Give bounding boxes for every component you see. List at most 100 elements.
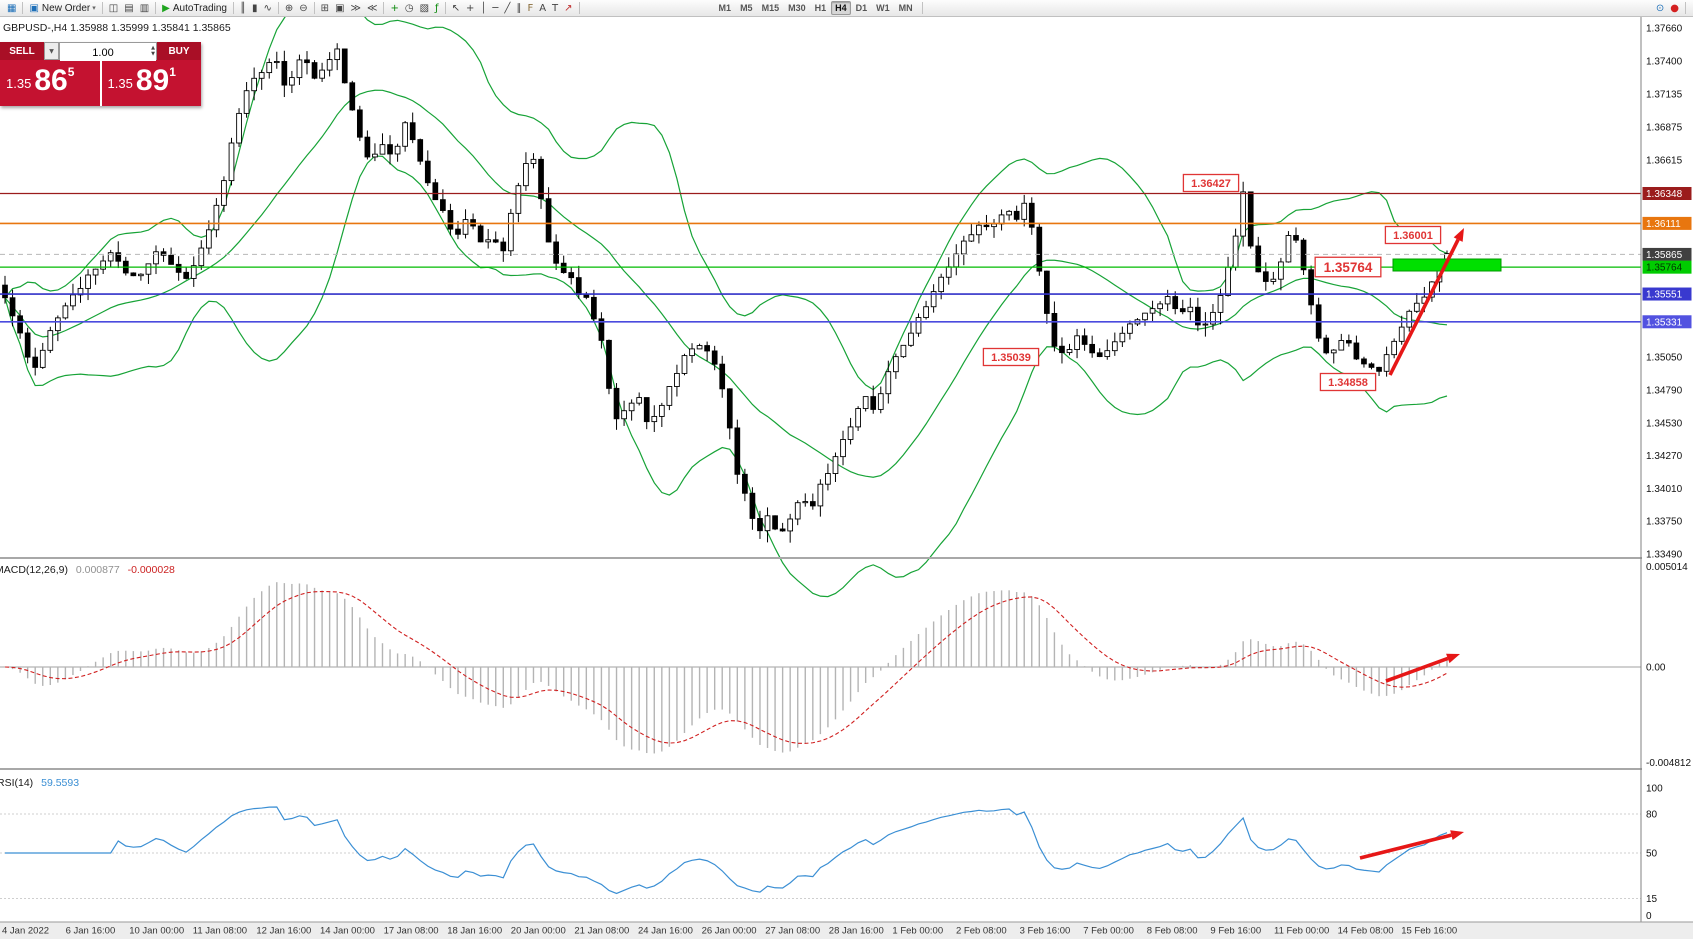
svg-text:1.35050: 1.35050 bbox=[1646, 353, 1683, 364]
bollinger-lower-band[interactable] bbox=[4, 155, 1448, 598]
timeframe-w1-button[interactable]: W1 bbox=[876, 3, 890, 13]
order-type-dropdown[interactable]: ▼ bbox=[44, 42, 59, 60]
sell-price-tile[interactable]: 1.35 86 5 bbox=[0, 60, 100, 106]
bar-chart-icon[interactable]: ║ bbox=[238, 1, 248, 16]
timeframe-h4-button[interactable]: H4 bbox=[831, 1, 851, 15]
line-chart-icon[interactable]: ∿ bbox=[262, 1, 274, 16]
svg-text:17 Jan 08:00: 17 Jan 08:00 bbox=[384, 926, 439, 937]
line-chart-icon-glyph: ∿ bbox=[263, 2, 272, 14]
toolbar-separator bbox=[578, 2, 580, 14]
candlestick-chart-icon[interactable]: ▮ bbox=[250, 1, 260, 16]
macd-name: MACD(12,26,9) bbox=[0, 564, 68, 576]
zoom-out-icon[interactable]: ⊖ bbox=[297, 1, 309, 16]
cascade-windows-icon[interactable]: ▣ bbox=[333, 1, 346, 16]
app-icon[interactable]: ▦ bbox=[5, 1, 18, 16]
tile-windows-icon[interactable]: ⊞ bbox=[319, 1, 331, 16]
new-order-button-label: New Order bbox=[41, 2, 91, 14]
time-axis[interactable]: 4 Jan 2022 6 Jan 16:00 10 Jan 00:00 11 Jan … bbox=[0, 921, 1693, 939]
svg-text:1.35331: 1.35331 bbox=[1646, 317, 1683, 328]
svg-text:-0.004812: -0.004812 bbox=[1646, 758, 1691, 769]
chart-shift-icon[interactable]: ≪ bbox=[365, 1, 379, 16]
rsi-line[interactable] bbox=[5, 806, 1448, 895]
toolbar-separator bbox=[444, 2, 446, 14]
price-annotation-box[interactable] bbox=[982, 347, 1040, 367]
svg-text:1.34530: 1.34530 bbox=[1646, 418, 1683, 429]
zoom-in-icon[interactable]: ⊕ bbox=[283, 1, 295, 16]
svg-text:15: 15 bbox=[1646, 894, 1658, 905]
toolbar-separator bbox=[313, 2, 315, 14]
svg-text:21 Jan 08:00: 21 Jan 08:00 bbox=[574, 926, 629, 937]
panel-separator[interactable] bbox=[0, 557, 1693, 559]
timeframe-mn-button[interactable]: MN bbox=[898, 3, 913, 13]
templates-icon[interactable]: ▧ bbox=[418, 1, 431, 16]
timeframe-h1-button[interactable]: H1 bbox=[814, 3, 827, 13]
bollinger-upper-band[interactable] bbox=[4, 0, 1448, 391]
text-icon[interactable]: A bbox=[537, 1, 548, 16]
rsi-panel[interactable] bbox=[0, 806, 1641, 899]
search-icon-glyph: ⊙ bbox=[1655, 2, 1665, 14]
fibonacci-icon[interactable]: F bbox=[525, 1, 535, 16]
new-order-button[interactable]: ▣ New Order ▾ bbox=[27, 1, 97, 16]
svg-text:100: 100 bbox=[1646, 784, 1663, 795]
trend-arrow[interactable] bbox=[1388, 238, 1460, 376]
arrows-icon[interactable]: ↗ bbox=[562, 1, 574, 16]
templates-icon-glyph: ▧ bbox=[419, 2, 430, 14]
zoom-out-icon-glyph: ⊖ bbox=[299, 2, 308, 14]
indicators-icon[interactable]: ƒ bbox=[433, 1, 441, 16]
price-chart-panel[interactable] bbox=[0, 0, 1641, 598]
panel-separator[interactable] bbox=[0, 768, 1693, 770]
svg-text:1.34858: 1.34858 bbox=[1328, 377, 1368, 389]
macd-signal-value: -0.000028 bbox=[127, 564, 175, 576]
horizontal-line-icon[interactable]: ─ bbox=[490, 1, 500, 16]
profiles-icon[interactable]: ▤ bbox=[122, 1, 135, 16]
scripts-icon[interactable]: ▥ bbox=[138, 1, 151, 16]
vertical-line-icon[interactable]: │ bbox=[478, 1, 488, 16]
trend-arrow[interactable] bbox=[1359, 833, 1452, 860]
price-annotation-box[interactable] bbox=[1384, 225, 1442, 245]
volume-stepper[interactable]: ▲ ▼ bbox=[151, 43, 155, 59]
timeframe-m5-button[interactable]: M5 bbox=[740, 3, 753, 13]
timeframe-m30-button[interactable]: M30 bbox=[788, 3, 806, 13]
svg-text:26 Jan 00:00: 26 Jan 00:00 bbox=[702, 926, 757, 937]
label-icon[interactable]: T bbox=[550, 1, 560, 16]
periods-icon[interactable]: ◷ bbox=[403, 1, 416, 16]
price-annotation-box[interactable] bbox=[1319, 372, 1377, 392]
auto-scroll-icon[interactable]: ≫ bbox=[349, 1, 363, 16]
timeframe-m15-button[interactable]: M15 bbox=[761, 3, 780, 13]
buy-price-tile[interactable]: 1.35 89 1 bbox=[101, 60, 201, 106]
svg-text:1.35764: 1.35764 bbox=[1646, 263, 1683, 274]
trend-arrow-head bbox=[1446, 653, 1460, 664]
svg-text:24 Jan 16:00: 24 Jan 16:00 bbox=[638, 926, 693, 937]
stepper-down-icon[interactable]: ▼ bbox=[151, 51, 155, 57]
notifications-icon[interactable]: ● bbox=[1668, 1, 1681, 16]
trendline-icon[interactable]: ╱ bbox=[502, 1, 512, 16]
svg-text:1.35551: 1.35551 bbox=[1646, 290, 1683, 301]
trend-arrow[interactable] bbox=[1385, 656, 1449, 683]
macd-panel[interactable] bbox=[0, 582, 1641, 754]
timeframe-m1-button[interactable]: M1 bbox=[718, 3, 732, 13]
crosshair-icon[interactable]: + bbox=[464, 1, 476, 16]
channel-icon[interactable]: ∥ bbox=[514, 1, 523, 16]
charts-window-icon[interactable]: ◫ bbox=[107, 1, 120, 16]
cursor-icon[interactable]: ↖ bbox=[450, 1, 462, 16]
svg-text:1.33490: 1.33490 bbox=[1646, 550, 1683, 561]
timeframe-d1-button[interactable]: D1 bbox=[855, 3, 868, 13]
autotrading-button[interactable]: ▶ AutoTrading bbox=[160, 1, 229, 16]
sell-button[interactable]: SELL bbox=[0, 42, 44, 60]
price-annotation-box[interactable] bbox=[1314, 256, 1382, 278]
search-icon[interactable]: ⊙ bbox=[1654, 1, 1666, 16]
text-icon-glyph: A bbox=[539, 2, 547, 14]
buy-price-sup: 1 bbox=[169, 65, 176, 79]
caret-down-icon: ▾ bbox=[92, 4, 96, 12]
bollinger-middle-band[interactable] bbox=[4, 89, 1448, 478]
svg-text:11 Jan 08:00: 11 Jan 08:00 bbox=[193, 926, 247, 937]
price-annotation-box[interactable] bbox=[1182, 173, 1240, 193]
new-chart-icon[interactable]: + bbox=[388, 1, 400, 16]
price-axis[interactable]: 1.37660 1.37400 1.37135 1.36875 1.36615 1.350… bbox=[1640, 17, 1693, 922]
stepper-up-icon[interactable]: ▲ bbox=[151, 45, 155, 51]
volume-input[interactable] bbox=[60, 45, 156, 61]
candlesticks[interactable] bbox=[2, 43, 1450, 543]
buy-button[interactable]: BUY bbox=[157, 42, 201, 60]
macd-signal-line[interactable] bbox=[4, 590, 1448, 744]
